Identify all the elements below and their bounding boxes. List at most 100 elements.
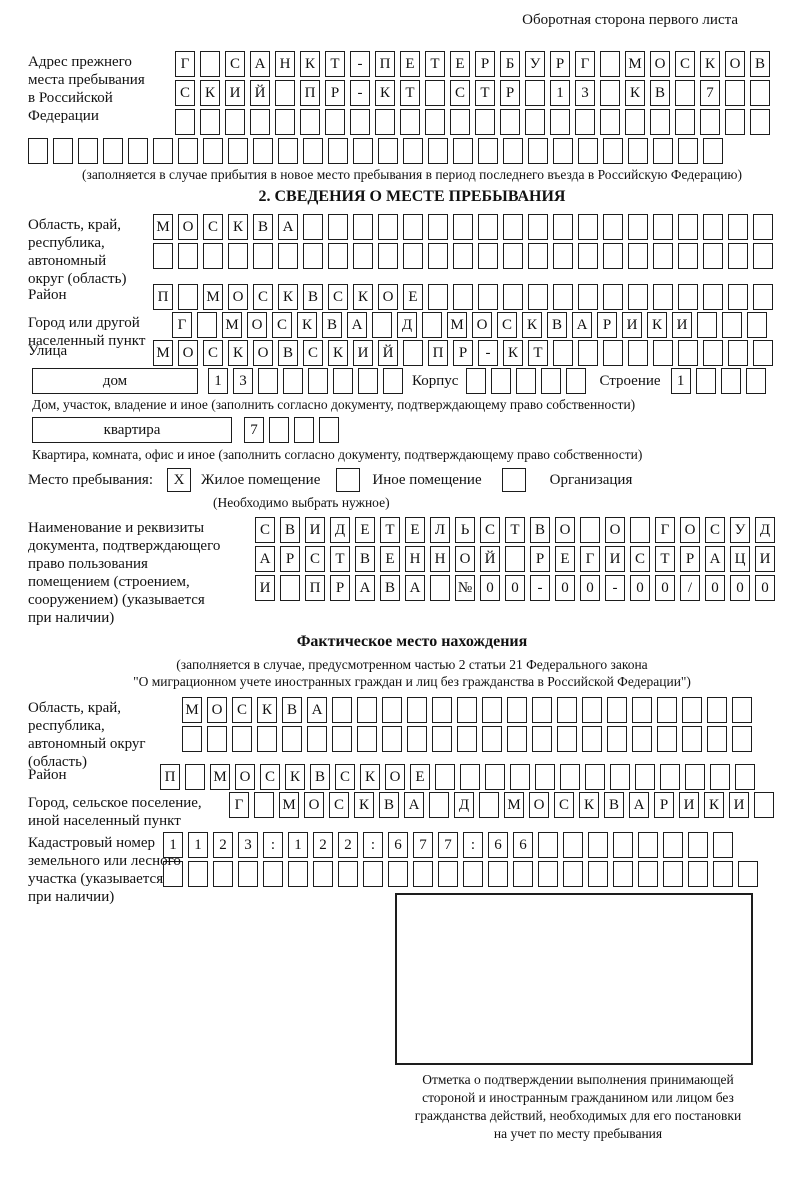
char-box: В: [282, 697, 302, 723]
char-box: 7: [700, 80, 720, 106]
char-box: С: [554, 792, 574, 818]
stay-type-label: Место пребывания:: [28, 471, 153, 488]
char-box: 0: [580, 575, 600, 601]
char-box: [278, 243, 298, 269]
char-box: [178, 284, 198, 310]
char-box: А: [355, 575, 375, 601]
char-box: [457, 697, 477, 723]
char-box: [478, 243, 498, 269]
char-box: В: [547, 312, 567, 338]
char-box: Т: [528, 340, 548, 366]
char-box: [453, 284, 473, 310]
char-box: [332, 697, 352, 723]
char-box: [754, 792, 774, 818]
char-box: [332, 726, 352, 752]
char-box: [610, 764, 630, 790]
actual-location-title: Фактическое место нахождения: [296, 633, 528, 650]
char-box: Е: [410, 764, 430, 790]
char-box: [580, 517, 600, 543]
char-box: [475, 109, 495, 135]
char-box: [535, 764, 555, 790]
char-box: [753, 284, 773, 310]
char-box: [660, 764, 680, 790]
cadastre-label: Кадастровый номер земельного или лесного…: [28, 835, 181, 905]
char-box: [303, 214, 323, 240]
char-box: [720, 368, 741, 394]
char-box: -: [530, 575, 550, 601]
char-box: В: [253, 214, 273, 240]
korpus-label: Корпус: [412, 372, 459, 389]
char-box: [707, 697, 727, 723]
char-box: [553, 243, 573, 269]
char-box: И: [353, 340, 373, 366]
char-box: К: [297, 312, 317, 338]
char-box: [613, 861, 633, 887]
char-box: В: [303, 284, 323, 310]
char-box: С: [705, 517, 725, 543]
char-box: [505, 546, 525, 572]
char-box: [728, 243, 748, 269]
char-box: Н: [405, 546, 425, 572]
house-note: Дом, участок, владение и иное (заполнить…: [32, 397, 636, 412]
char-box: [632, 697, 652, 723]
char-box: О: [228, 284, 248, 310]
char-box: О: [304, 792, 324, 818]
char-box: Т: [380, 517, 400, 543]
char-box: [745, 368, 766, 394]
char-box: 7: [244, 417, 264, 443]
char-box: [713, 832, 733, 858]
char-box: А: [307, 697, 327, 723]
char-box: [283, 368, 303, 394]
char-box: [425, 80, 445, 106]
char-box: [638, 832, 658, 858]
char-box: [430, 575, 450, 601]
char-box: [528, 214, 548, 240]
char-box: [353, 138, 373, 164]
stay-option-other-checkbox: [336, 468, 361, 492]
char-box: [328, 138, 348, 164]
char-box: [200, 109, 220, 135]
char-box: [603, 340, 623, 366]
char-box: 1: [670, 368, 691, 394]
char-box: [630, 517, 650, 543]
char-box: [678, 214, 698, 240]
char-box: [238, 861, 258, 887]
char-box: Р: [680, 546, 700, 572]
char-box: [488, 861, 508, 887]
char-box: Б: [500, 51, 520, 77]
char-box: [203, 243, 223, 269]
char-box: Й: [480, 546, 500, 572]
char-box: И: [679, 792, 699, 818]
char-box: 6: [488, 832, 508, 858]
char-box: К: [354, 792, 374, 818]
char-box: Р: [550, 51, 570, 77]
char-box: [538, 832, 558, 858]
char-box: Й: [250, 80, 270, 106]
char-box: [628, 340, 648, 366]
char-box: [372, 312, 392, 338]
char-box: [653, 340, 673, 366]
document-block: Наименование и реквизиты документа, подт…: [28, 517, 796, 626]
char-box: [566, 368, 587, 394]
char-box: [603, 284, 623, 310]
char-box: М: [210, 764, 230, 790]
char-box: [628, 243, 648, 269]
char-box: [413, 861, 433, 887]
char-box: В: [280, 517, 300, 543]
char-box: [503, 138, 523, 164]
char-box: [225, 109, 245, 135]
char-box: [153, 138, 173, 164]
char-box: [482, 726, 502, 752]
char-box: [422, 312, 442, 338]
char-box: [650, 109, 670, 135]
char-box: 0: [730, 575, 750, 601]
char-box: [653, 138, 673, 164]
char-box: [528, 284, 548, 310]
char-box: О: [455, 546, 475, 572]
char-box: М: [153, 340, 173, 366]
char-box: И: [755, 546, 775, 572]
char-box: [353, 214, 373, 240]
